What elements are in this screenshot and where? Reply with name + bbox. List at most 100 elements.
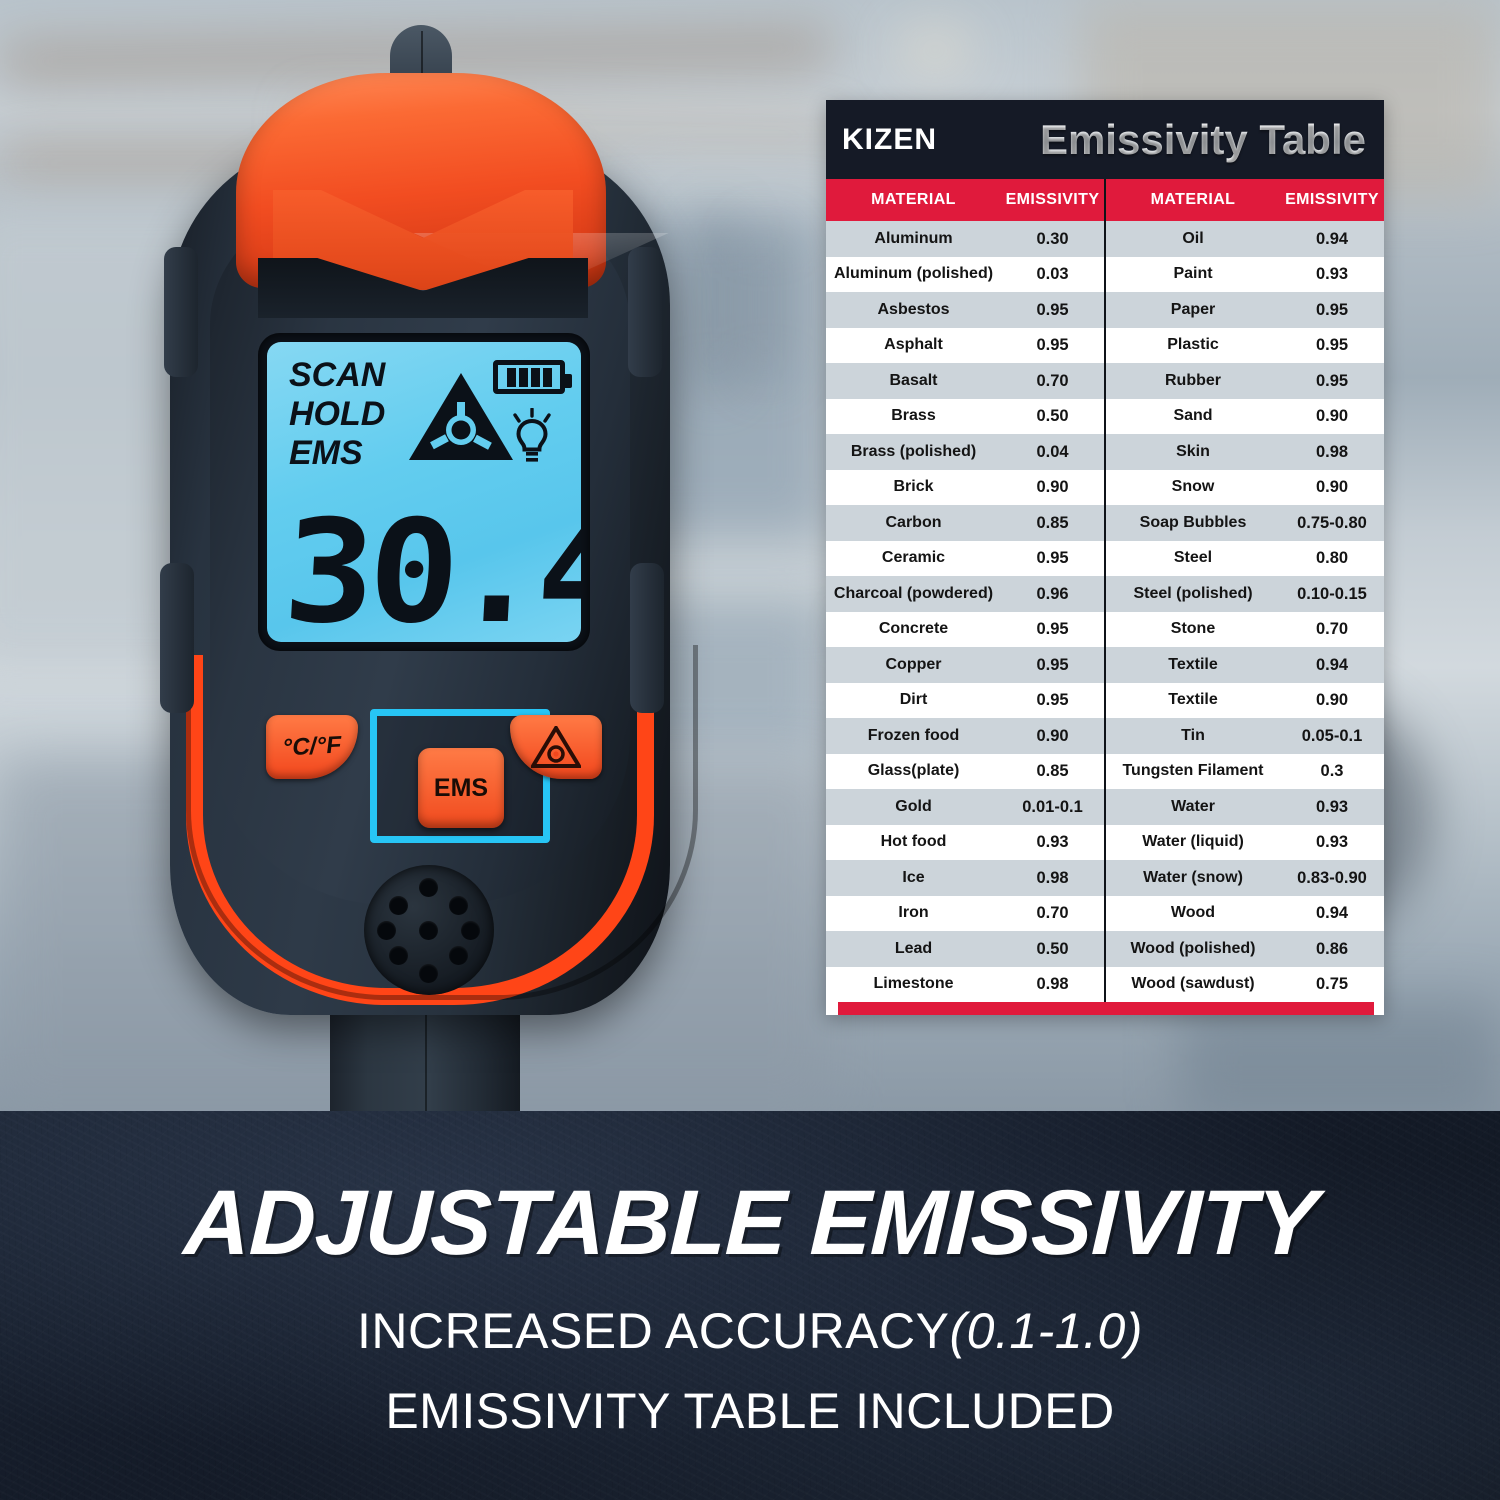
table-row: Ceramic 0.95 Steel 0.80 bbox=[826, 540, 1384, 576]
battery-icon bbox=[493, 360, 572, 394]
cell-emissivity-left: 0.95 bbox=[1001, 540, 1105, 576]
background-floor bbox=[1180, 1000, 1500, 1111]
cell-emissivity-left: 0.50 bbox=[1001, 931, 1105, 967]
cell-emissivity-left: 0.95 bbox=[1001, 292, 1105, 328]
cell-material-left: Ceramic bbox=[826, 540, 1001, 576]
cell-material-right: Stone bbox=[1104, 611, 1280, 647]
table-row: Frozen food 0.90 Tin 0.05-0.1 bbox=[826, 718, 1384, 754]
col-header-emissivity-left: EMISSIVITY bbox=[1001, 179, 1105, 221]
cell-material-right: Plastic bbox=[1104, 327, 1280, 363]
cell-material-left: Concrete bbox=[826, 611, 1001, 647]
cell-material-right: Wood bbox=[1104, 895, 1280, 931]
cell-material-right: Textile bbox=[1104, 647, 1280, 683]
cell-material-left: Brick bbox=[826, 469, 1001, 505]
marketing-banner: ADJUSTABLE EMISSIVITY INCREASED ACCURACY… bbox=[0, 1111, 1500, 1500]
banner-tagline: EMISSIVITY TABLE INCLUDED bbox=[385, 1383, 1115, 1439]
cell-emissivity-left: 0.85 bbox=[1001, 753, 1105, 789]
table-row: Aluminum 0.30 Oil 0.94 bbox=[826, 221, 1384, 257]
cell-material-right: Paint bbox=[1104, 256, 1280, 292]
cell-emissivity-right: 0.94 bbox=[1280, 895, 1384, 931]
speaker-grille bbox=[364, 865, 494, 995]
cell-emissivity-right: 0.86 bbox=[1280, 931, 1384, 967]
kizen-logo: KIZEN bbox=[842, 122, 937, 156]
lcd-mode-labels: SCAN HOLD EMS bbox=[289, 356, 385, 473]
cell-material-right: Tungsten Filament bbox=[1104, 753, 1280, 789]
table-footer-bar bbox=[838, 1002, 1374, 1015]
table-row: Limestone 0.98 Wood (sawdust) 0.75 bbox=[826, 966, 1384, 1002]
side-grip-tab bbox=[630, 563, 664, 713]
cell-emissivity-right: 0.90 bbox=[1280, 469, 1384, 505]
cell-emissivity-left: 0.96 bbox=[1001, 576, 1105, 612]
table-row: Glass(plate) 0.85 Tungsten Filament 0.3 bbox=[826, 753, 1384, 789]
cell-emissivity-right: 0.93 bbox=[1280, 256, 1384, 292]
cell-emissivity-left: 0.98 bbox=[1001, 966, 1105, 1002]
cell-emissivity-left: 0.30 bbox=[1001, 221, 1105, 257]
ems-button-label: EMS bbox=[433, 773, 489, 802]
cell-material-left: Iron bbox=[826, 895, 1001, 931]
table-header-row: MATERIAL EMISSIVITY MATERIAL EMISSIVITY bbox=[826, 179, 1384, 221]
cell-material-right: Soap Bubbles bbox=[1104, 505, 1280, 541]
table-row: Asbestos 0.95 Paper 0.95 bbox=[826, 292, 1384, 328]
cell-material-right: Water (snow) bbox=[1104, 860, 1280, 896]
cell-material-left: Dirt bbox=[826, 682, 1001, 718]
cell-material-right: Paper bbox=[1104, 292, 1280, 328]
cell-emissivity-left: 0.95 bbox=[1001, 611, 1105, 647]
lcd-label-ems: EMS bbox=[289, 434, 363, 472]
lcd-label-hold: HOLD bbox=[289, 395, 386, 433]
table-header-bar: KIZEN Emissivity Table bbox=[826, 100, 1384, 179]
cell-emissivity-right: 0.95 bbox=[1280, 292, 1384, 328]
cell-emissivity-left: 0.50 bbox=[1001, 398, 1105, 434]
side-grip-tab bbox=[628, 247, 662, 377]
cell-material-left: Ice bbox=[826, 860, 1001, 896]
lcd-digits: 30.4 bbox=[279, 489, 581, 642]
cell-emissivity-left: 0.95 bbox=[1001, 682, 1105, 718]
cell-material-left: Carbon bbox=[826, 505, 1001, 541]
ems-button[interactable]: EMS bbox=[418, 748, 504, 828]
cell-material-left: Basalt bbox=[826, 363, 1001, 399]
cell-emissivity-right: 0.10-0.15 bbox=[1280, 576, 1384, 612]
cell-material-left: Brass (polished) bbox=[826, 434, 1001, 470]
table-row: Aluminum (polished) 0.03 Paint 0.93 bbox=[826, 256, 1384, 292]
side-grip-tab bbox=[164, 247, 198, 377]
cell-material-left: Brass bbox=[826, 398, 1001, 434]
table-row: Ice 0.98 Water (snow) 0.83-0.90 bbox=[826, 860, 1384, 896]
table-row: Concrete 0.95 Stone 0.70 bbox=[826, 611, 1384, 647]
banner-subline: INCREASED ACCURACY(0.1-1.0) bbox=[357, 1302, 1143, 1360]
cell-emissivity-left: 0.04 bbox=[1001, 434, 1105, 470]
cell-material-right: Skin bbox=[1104, 434, 1280, 470]
cell-emissivity-right: 0.95 bbox=[1280, 363, 1384, 399]
table-row: Iron 0.70 Wood 0.94 bbox=[826, 895, 1384, 931]
lcd-label-scan: SCAN bbox=[289, 356, 386, 394]
cell-emissivity-right: 0.75 bbox=[1280, 966, 1384, 1002]
cell-emissivity-right: 0.70 bbox=[1280, 611, 1384, 647]
cell-material-right: Oil bbox=[1104, 221, 1280, 257]
lcd-temperature-reading: 30.4 °F bbox=[279, 489, 581, 642]
cell-material-right: Water (liquid) bbox=[1104, 824, 1280, 860]
table-body: Aluminum 0.30 Oil 0.94 Aluminum (polished) 0.… bbox=[826, 221, 1384, 1002]
cell-material-left: Lead bbox=[826, 931, 1001, 967]
cell-material-right: Textile bbox=[1104, 682, 1280, 718]
side-grip-tab bbox=[160, 563, 194, 713]
table-row: Asphalt 0.95 Plastic 0.95 bbox=[826, 327, 1384, 363]
banner-subline-range: (0.1-1.0) bbox=[949, 1303, 1143, 1359]
cell-material-left: Asbestos bbox=[826, 292, 1001, 328]
cell-material-right: Steel (polished) bbox=[1104, 576, 1280, 612]
cell-emissivity-left: 0.01-0.1 bbox=[1001, 789, 1105, 825]
celsius-fahrenheit-label: °C/°F bbox=[281, 731, 343, 762]
background-lamp bbox=[900, 30, 970, 70]
cell-emissivity-left: 0.98 bbox=[1001, 860, 1105, 896]
cell-emissivity-right: 0.94 bbox=[1280, 221, 1384, 257]
cell-material-right: Water bbox=[1104, 789, 1280, 825]
cell-emissivity-left: 0.70 bbox=[1001, 895, 1105, 931]
cell-emissivity-right: 0.90 bbox=[1280, 682, 1384, 718]
lightbulb-icon bbox=[513, 408, 551, 462]
emissivity-table: MATERIAL EMISSIVITY MATERIAL EMISSIVITY … bbox=[826, 179, 1384, 1002]
laser-warning-icon bbox=[409, 373, 513, 460]
cell-emissivity-right: 0.3 bbox=[1280, 753, 1384, 789]
banner-subline-prefix: INCREASED ACCURACY bbox=[357, 1303, 950, 1359]
cell-material-left: Copper bbox=[826, 647, 1001, 683]
col-header-emissivity-right: EMISSIVITY bbox=[1280, 179, 1384, 221]
cell-material-right: Wood (sawdust) bbox=[1104, 966, 1280, 1002]
cell-emissivity-left: 0.90 bbox=[1001, 718, 1105, 754]
table-row: Brick 0.90 Snow 0.90 bbox=[826, 469, 1384, 505]
